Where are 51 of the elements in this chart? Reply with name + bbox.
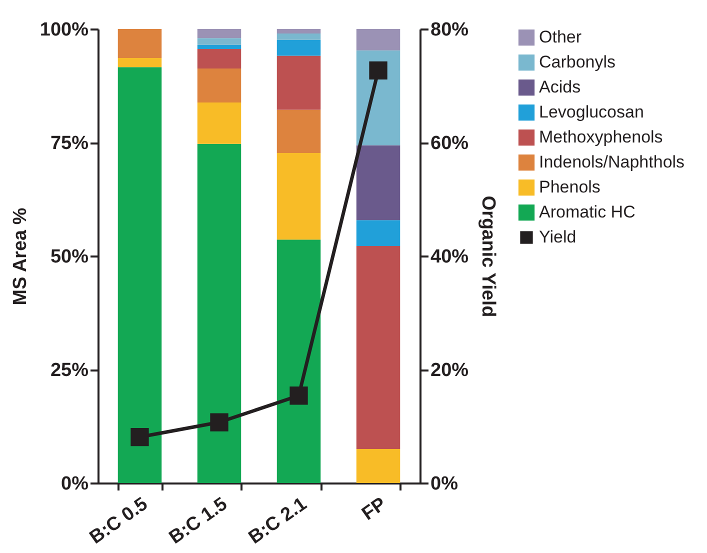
bar	[276, 152, 321, 240]
bar	[118, 58, 162, 68]
y-axis-title: MS Area %	[10, 208, 31, 306]
point	[369, 61, 388, 80]
y2-tick-label: 40%	[430, 246, 469, 268]
legend-label: Yield	[539, 228, 576, 246]
bar	[356, 220, 400, 246]
bar	[276, 40, 321, 56]
bar	[197, 102, 242, 144]
x-tick-label: B:C 0.5	[86, 493, 152, 548]
y-tick-label: 50%	[50, 246, 89, 268]
bar	[197, 29, 242, 38]
point	[130, 428, 149, 446]
legend-label: Aromatic HC	[539, 202, 636, 222]
bar	[118, 67, 162, 483]
x-tick-label: B:C 2.1	[245, 493, 312, 548]
bar	[118, 29, 162, 58]
y-tick-label: 0%	[61, 474, 89, 494]
bar	[197, 44, 242, 49]
bar	[276, 29, 321, 34]
y-tick-label: 25%	[50, 360, 89, 381]
y2-axis-title: Organic Yield	[478, 196, 499, 318]
bar	[197, 144, 242, 483]
y-tick-label: 100%	[40, 20, 89, 40]
bar	[276, 34, 321, 40]
legend-label: Indenols/Naphthols	[539, 152, 685, 172]
y2-tick-label: 60%	[430, 133, 469, 154]
x-tick-label: B:C 1.5	[166, 493, 232, 548]
bar	[197, 38, 242, 45]
bar	[276, 240, 321, 483]
bar	[197, 48, 242, 68]
bar	[356, 246, 400, 449]
y-tick-label: 75%	[50, 133, 89, 154]
x-tick-label: FP	[358, 493, 390, 525]
legend-label: Levoglucosan	[539, 102, 644, 122]
bar	[356, 29, 400, 50]
legend-label: Other	[539, 28, 582, 46]
point	[210, 413, 228, 432]
y2-tick-label: 0%	[430, 474, 458, 494]
y2-tick-label: 80%	[430, 20, 469, 40]
legend-label: Methoxyphenols	[539, 128, 663, 146]
point	[290, 386, 308, 405]
legend-label: Acids	[539, 78, 581, 96]
bar	[197, 68, 242, 103]
y2-tick-label: 20%	[430, 360, 469, 381]
bar	[356, 448, 400, 483]
bar	[276, 110, 321, 153]
bar	[356, 145, 400, 220]
legend-label: Carbonyls	[539, 52, 616, 72]
bar	[276, 56, 321, 110]
legend-label: Phenols	[539, 178, 600, 196]
